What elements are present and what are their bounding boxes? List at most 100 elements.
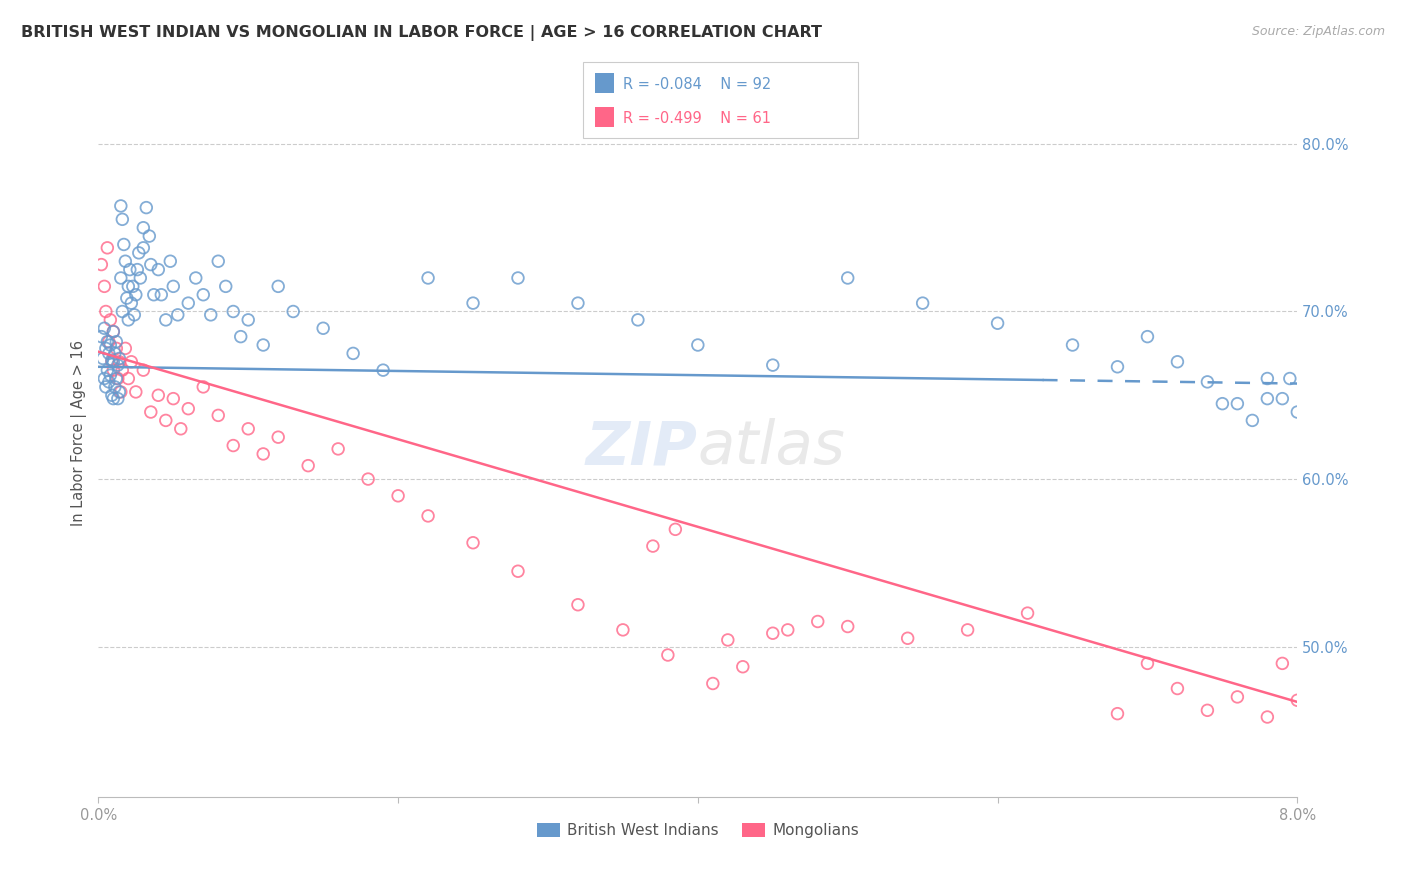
Point xyxy=(987,316,1010,330)
Point xyxy=(837,271,859,285)
Point xyxy=(664,522,686,536)
Point xyxy=(103,355,125,369)
Point xyxy=(155,313,177,327)
Point xyxy=(717,632,740,647)
Point xyxy=(120,355,142,369)
Point xyxy=(215,279,238,293)
Point xyxy=(193,287,215,301)
Point xyxy=(108,355,131,369)
Point xyxy=(103,363,125,377)
Point xyxy=(94,342,117,356)
Point xyxy=(1136,657,1159,671)
Point xyxy=(1226,690,1249,704)
Point xyxy=(115,291,138,305)
Point xyxy=(1286,693,1309,707)
Point xyxy=(107,371,129,385)
Point xyxy=(124,308,146,322)
Point xyxy=(103,392,125,406)
Point xyxy=(416,271,439,285)
Point xyxy=(90,329,112,343)
Point xyxy=(1107,706,1129,721)
Point xyxy=(1017,606,1039,620)
Text: R = -0.084    N = 92: R = -0.084 N = 92 xyxy=(623,77,770,92)
Point xyxy=(1256,371,1278,385)
Point xyxy=(416,508,439,523)
Point xyxy=(132,241,155,255)
Point xyxy=(238,422,260,436)
Point xyxy=(506,564,529,578)
Point xyxy=(97,334,120,349)
Point xyxy=(911,296,934,310)
Point xyxy=(110,271,132,285)
Point xyxy=(1278,371,1301,385)
Point xyxy=(177,296,200,310)
Point xyxy=(117,371,139,385)
Point xyxy=(135,201,157,215)
Point xyxy=(283,304,305,318)
Point xyxy=(98,368,121,383)
Legend: British West Indians, Mongolians: British West Indians, Mongolians xyxy=(530,817,865,845)
Point xyxy=(94,304,117,318)
Point xyxy=(150,287,173,301)
Text: BRITISH WEST INDIAN VS MONGOLIAN IN LABOR FORCE | AGE > 16 CORRELATION CHART: BRITISH WEST INDIAN VS MONGOLIAN IN LABO… xyxy=(21,25,823,41)
Point xyxy=(357,472,380,486)
Point xyxy=(159,254,181,268)
Point xyxy=(132,363,155,377)
Point xyxy=(267,279,290,293)
Point xyxy=(193,380,215,394)
Point xyxy=(207,409,229,423)
Point xyxy=(170,422,193,436)
Point xyxy=(1107,359,1129,374)
Point xyxy=(103,325,125,339)
Point xyxy=(312,321,335,335)
Point xyxy=(1166,681,1188,696)
Point xyxy=(1286,405,1309,419)
Point xyxy=(97,346,120,360)
Point xyxy=(702,676,724,690)
Point xyxy=(1241,413,1264,427)
Text: R = -0.499    N = 61: R = -0.499 N = 61 xyxy=(623,111,770,126)
Point xyxy=(104,346,127,360)
Point xyxy=(139,258,162,272)
Point xyxy=(567,598,589,612)
Point xyxy=(132,220,155,235)
Point xyxy=(627,313,650,327)
Text: ZIP: ZIP xyxy=(586,418,697,477)
Point xyxy=(117,313,139,327)
Point xyxy=(731,659,754,673)
Point xyxy=(162,279,184,293)
Point xyxy=(93,279,115,293)
Point xyxy=(110,384,132,399)
Point xyxy=(371,363,394,377)
Point xyxy=(104,380,127,394)
Point xyxy=(166,308,188,322)
Point xyxy=(686,338,709,352)
Point xyxy=(1226,397,1249,411)
Point xyxy=(93,371,115,385)
Point xyxy=(139,405,162,419)
Point xyxy=(1256,710,1278,724)
Point xyxy=(138,229,160,244)
Point xyxy=(567,296,589,310)
Point xyxy=(94,380,117,394)
Point xyxy=(101,355,124,369)
Point xyxy=(101,353,124,368)
Point xyxy=(125,384,148,399)
Point xyxy=(1166,355,1188,369)
Point xyxy=(107,392,129,406)
Point xyxy=(101,388,124,402)
Point xyxy=(342,346,364,360)
Point xyxy=(328,442,350,456)
Point xyxy=(105,334,128,349)
Point xyxy=(897,632,920,646)
Point xyxy=(162,392,184,406)
Point xyxy=(96,363,118,377)
Point xyxy=(105,342,128,356)
Point xyxy=(110,199,132,213)
Point xyxy=(118,262,141,277)
Point xyxy=(252,447,274,461)
Point xyxy=(148,262,170,277)
Point xyxy=(98,313,121,327)
Point xyxy=(108,351,131,366)
Point xyxy=(90,258,112,272)
